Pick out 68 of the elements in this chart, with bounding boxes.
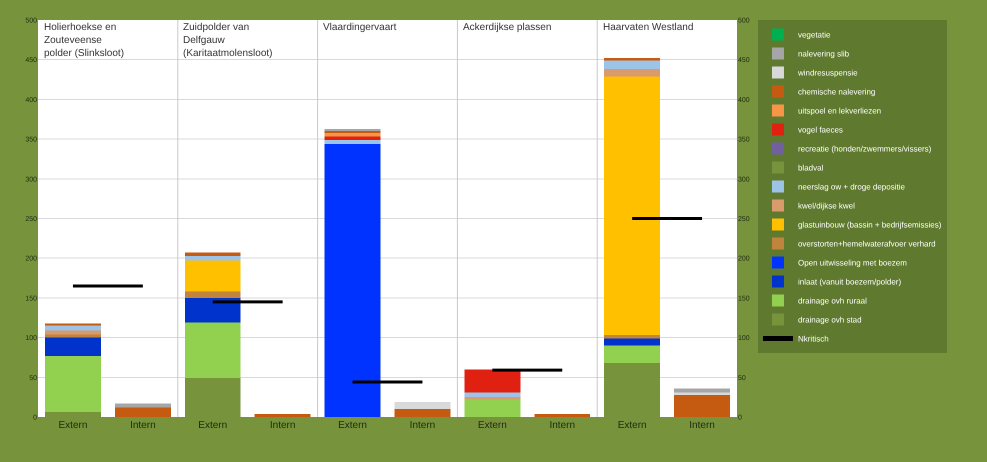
x-tick-label: Extern: [618, 420, 647, 431]
bar: [44, 326, 101, 330]
bar: [324, 140, 381, 144]
annotation: Zuidpolder van Delfgauw (Karitaatmolensloot): [183, 22, 272, 59]
bar: [184, 378, 241, 417]
legend-label: Open uitwisseling met boezem: [798, 258, 908, 268]
legend-label: glastuinbouw (bassin + bedrijfsemissies): [798, 220, 942, 230]
legend-label: vogel faeces: [798, 126, 843, 135]
bar: [44, 330, 101, 334]
annotation: Haarvaten Westland: [603, 22, 694, 33]
bar: [604, 335, 660, 338]
legend-label: kwel/dijkse kwel: [798, 202, 856, 211]
legend-label: vegetatie: [798, 30, 831, 40]
bar: [464, 392, 520, 398]
bar: [464, 400, 520, 417]
bar: [604, 346, 660, 364]
bar: [184, 260, 241, 292]
bar: [324, 144, 381, 417]
bar: [184, 298, 241, 323]
bar: [604, 60, 660, 70]
legend-label: Nkritisch: [798, 334, 829, 344]
legend-label: bladval: [798, 164, 824, 173]
bar: [44, 356, 101, 412]
legend-label: neerslag ow + droge depositie: [798, 182, 906, 192]
bar: [114, 407, 171, 417]
x-tick-label: Intern: [549, 420, 576, 431]
bar: [604, 69, 660, 76]
bar: [184, 322, 241, 378]
legend-label: drainage ovh stad: [798, 316, 862, 325]
legend-label: recreatie (honden/zwemmers/vissers): [798, 144, 932, 154]
legend-label: chemische nalevering: [798, 88, 876, 97]
bar: [44, 412, 101, 417]
bar: [464, 369, 520, 392]
bar: [184, 252, 241, 256]
legend-label: nalevering slib: [798, 50, 850, 59]
annotation: Holierhoekse en Zouteveense polder (Slinksloot): [44, 22, 124, 59]
legend-label: windresuspensie: [796, 68, 858, 78]
x-tick-label: Extern: [478, 420, 507, 431]
legend-label: uitspoel en lekverliezen: [798, 106, 882, 116]
x-tick-label: Intern: [270, 420, 296, 431]
x-tick-label: Intern: [410, 420, 436, 431]
bar: [44, 338, 101, 356]
bar: [674, 388, 730, 392]
bar: [674, 394, 730, 417]
x-tick-label: Extern: [338, 420, 368, 431]
bar: [604, 338, 660, 346]
x-tick-label: Intern: [130, 420, 156, 431]
x-tick-label: Extern: [198, 420, 228, 431]
bar: [44, 334, 101, 338]
bar: [674, 392, 730, 395]
legend-label: inlaat (vanuit boezem/polder): [798, 278, 902, 287]
bar: [184, 256, 241, 261]
bar: [604, 363, 660, 417]
annotation: Ackerdijkse plassen: [463, 22, 552, 33]
bar: [604, 76, 660, 336]
legend-label: drainage ovh ruraal: [798, 296, 868, 306]
bar: [184, 292, 241, 298]
bar: [114, 404, 171, 408]
x-tick-label: Extern: [58, 420, 88, 431]
legend-label: overstorten+hemelwaterafvoer verhard: [798, 240, 936, 249]
bar: [394, 402, 450, 410]
bar: [254, 414, 311, 417]
bar: [464, 397, 520, 400]
bar: [324, 136, 381, 140]
bar: [394, 409, 450, 417]
x-tick-label: Intern: [689, 420, 715, 431]
bar: [534, 414, 590, 417]
annotation: Vlaardingervaart: [323, 22, 397, 33]
